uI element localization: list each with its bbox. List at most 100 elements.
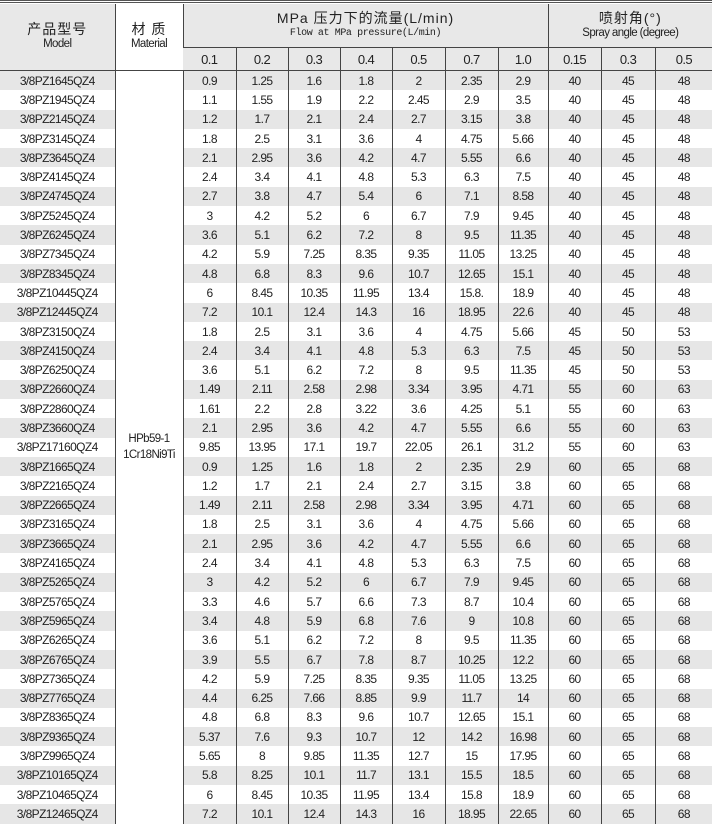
- flow-cell: 6: [339, 206, 392, 226]
- flow-cell: 7.2: [339, 630, 392, 650]
- flow-cell: 2.95: [235, 148, 288, 168]
- flow-cell: 4.71: [497, 495, 549, 515]
- model-cell: 3/8PZ8365QZ4: [19, 710, 95, 725]
- flow-cell: 10.1: [287, 765, 340, 785]
- flow-cell: 8.85: [339, 688, 392, 708]
- model-cell: 3/8PZ12465QZ4: [0, 804, 115, 824]
- flow-cell: 9.6: [339, 707, 392, 728]
- flow-cell: 1.8: [182, 514, 236, 535]
- flow-cell: 2.1: [182, 534, 236, 554]
- flow-cell: 2.11: [235, 379, 288, 400]
- flow-cell: 4.7: [391, 418, 445, 438]
- pressure-header: 0.3: [287, 47, 340, 71]
- flow-cell: 5.8: [182, 765, 236, 785]
- model-cell: 3/8PZ3660QZ4: [0, 418, 115, 438]
- model-cell: 3/8PZ2860QZ4: [19, 401, 95, 416]
- flow-cell: 18.5: [497, 765, 549, 785]
- table-row: 3/8PZ8365QZ4 4.8 6.8 8.3 9.6 10.7 12.65 15.1 60 6…: [0, 707, 712, 728]
- angle-header-cn: 喷射角(°): [598, 9, 662, 26]
- flow-cell: 1.8: [339, 70, 392, 91]
- angle-cell: 48: [654, 109, 712, 129]
- angle-cell: 63: [654, 379, 712, 400]
- flow-cell: 15.5: [444, 765, 498, 785]
- flow-cell: 3.4: [182, 611, 236, 631]
- angle-cell: 60: [600, 418, 656, 438]
- model-cell: 3/8PZ3645QZ4: [0, 148, 115, 168]
- table-row: 3/8PZ17160QZ4 9.85 13.95 17.1 19.7 22.05 26.1 3…: [0, 437, 712, 457]
- table-row: 3/8PZ5765QZ4 3.3 4.6 5.7 6.6 7.3 8.7 10.4 60 65 68: [0, 592, 712, 612]
- angle-cell: 68: [654, 611, 712, 631]
- flow-cell: 3.6: [182, 360, 236, 380]
- flow-cell: 6.6: [497, 534, 549, 554]
- angle-cell: 60: [547, 611, 602, 631]
- model-cell: 3/8PZ9365QZ4: [0, 727, 115, 747]
- table-row: 3/8PZ10445QZ4 6 8.45 10.35 11.95 13.4 15.8. 18.…: [0, 283, 712, 303]
- angle-cell: 50: [600, 321, 656, 342]
- angle-cell: 68: [654, 804, 712, 824]
- flow-cell: 5.1: [235, 225, 288, 245]
- angle-cell: 60: [600, 379, 656, 400]
- model-cell: 3/8PZ17160QZ4: [16, 440, 99, 455]
- flow-cell: 2.9: [497, 456, 549, 477]
- flow-cell: 5.5: [235, 649, 288, 670]
- table-row: 3/8PZ8345QZ4 4.8 6.8 8.3 9.6 10.7 12.65 15.1 40 4…: [0, 263, 712, 284]
- model-cell: 3/8PZ1645QZ4: [0, 70, 115, 91]
- table-row: 3/8PZ1665QZ4 0.9 1.25 1.6 1.8 2 2.35 2.9 60 65 68: [0, 456, 712, 477]
- angle-cell: 65: [600, 688, 656, 708]
- angle-header: 喷射角(°) Spray angle (degree): [547, 4, 712, 48]
- angle-cell: 45: [600, 148, 656, 168]
- angle-cell: 60: [547, 765, 602, 785]
- flow-cell: 10.35: [287, 784, 340, 805]
- flow-cell: 1.2: [182, 476, 236, 496]
- flow-cell: 4.25: [444, 399, 498, 419]
- model-cell: 3/8PZ3665QZ4: [0, 534, 115, 554]
- angle-cell: 65: [600, 592, 656, 612]
- model-cell: 3/8PZ10445QZ4: [16, 285, 99, 300]
- model-cell: 3/8PZ6250QZ4: [19, 363, 95, 378]
- flow-cell: 7.9: [444, 572, 498, 593]
- flow-cell: 15.1: [497, 263, 549, 284]
- flow-cell: 2.4: [182, 341, 236, 361]
- flow-cell: 16: [391, 302, 445, 322]
- angle-cell: 60: [547, 630, 602, 650]
- angle-cell: 65: [600, 784, 656, 805]
- flow-cell: 1.8: [339, 456, 392, 477]
- flow-cell: 9: [444, 611, 498, 631]
- flow-header-cn: MPa 压力下的流量(L/min): [276, 9, 455, 26]
- flow-cell: 3.95: [444, 379, 498, 400]
- flow-cell: 2.2: [339, 90, 392, 110]
- flow-cell: 6: [339, 572, 392, 593]
- flow-cell: 7.2: [339, 225, 392, 245]
- angle-cell: 50: [600, 360, 656, 380]
- flow-cell: 9.85: [287, 746, 340, 766]
- angle-cell: 65: [600, 804, 656, 824]
- angle-cell: 45: [600, 70, 656, 91]
- flow-cell: 6.25: [235, 688, 288, 708]
- flow-cell: 3.8: [497, 109, 549, 129]
- model-cell: 3/8PZ3150QZ4: [19, 324, 95, 339]
- flow-cell: 14.3: [339, 302, 392, 322]
- flow-cell: 4.8: [235, 611, 288, 631]
- flow-cell: 18.95: [444, 804, 498, 824]
- flow-cell: 3.6: [391, 399, 445, 419]
- table-row: 3/8PZ4145QZ4 2.4 3.4 4.1 4.8 5.3 6.3 7.5 40 45 48: [0, 167, 712, 187]
- flow-cell: 5.66: [497, 321, 549, 342]
- pressure-header: 0.1: [183, 47, 236, 71]
- flow-cell: 9.9: [391, 688, 445, 708]
- flow-cell: 1.7: [235, 109, 288, 129]
- flow-cell: 6.7: [391, 572, 445, 593]
- angle-cell: 45: [600, 244, 656, 264]
- model-header-cn: 产品型号: [27, 21, 88, 37]
- flow-cell: 4: [391, 128, 445, 149]
- table-row: 3/8PZ10465QZ4 6 8.45 10.35 11.95 13.4 15.8 18.9…: [0, 784, 712, 805]
- table-row: 3/8PZ2165QZ4 1.2 1.7 2.1 2.4 2.7 3.15 3.8 60 65 68: [0, 476, 712, 496]
- angle-cell: 53: [654, 321, 712, 342]
- flow-cell: 13.4: [391, 784, 445, 805]
- flow-cell: 2.2: [235, 399, 288, 419]
- angle-cell: 65: [600, 456, 656, 477]
- flow-cell: 5.55: [444, 148, 498, 168]
- nozzle-spec-table: 产品型号 Model 材 质 Material MPa 压力下的流量(L/min) F…: [0, 4, 712, 824]
- flow-cell: 2.98: [339, 379, 392, 400]
- flow-cell: 7.2: [339, 360, 392, 380]
